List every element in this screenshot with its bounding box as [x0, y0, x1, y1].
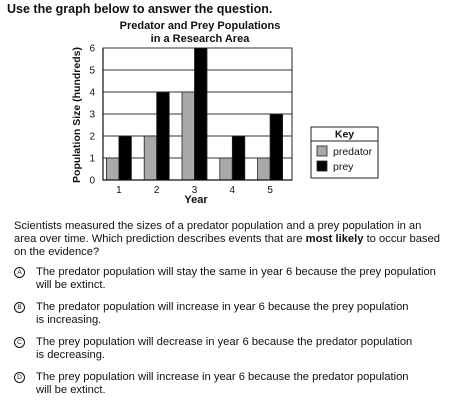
y-tick-label-3: 3 — [89, 110, 95, 121]
y-tick-label-2: 2 — [89, 132, 95, 143]
bar-chart: 0 1 2 3 4 5 6 1 2 3 4 5 Year Population Size (hundred… — [71, 44, 379, 206]
y-axis-title: Population Size (hundreds) — [71, 47, 83, 183]
chart-title-line-2: in a Research Area — [150, 33, 250, 45]
instruction-text: Use the graph below to answer the questi… — [7, 2, 273, 16]
legend-label-predator: predator — [333, 146, 373, 158]
question-text-start: Scientists measured the sizes of a preda… — [14, 220, 422, 245]
choice-c-bubble[interactable]: C — [14, 337, 25, 348]
choice-a-text: The predator population will stay the sa… — [36, 266, 444, 291]
bar-prey-year-2 — [156, 91, 170, 181]
bar-predator-year-4 — [219, 157, 233, 181]
x-tick-label-2: 2 — [154, 185, 160, 196]
answer-choice-c[interactable]: C The prey population will decrease in y… — [14, 336, 444, 361]
choice-b-text: The predator population will increase in… — [36, 301, 444, 326]
choice-d-bubble[interactable]: D — [14, 372, 25, 383]
bar-predator-year-3 — [181, 91, 195, 181]
choice-d-line-2: will be extinct. — [36, 383, 106, 396]
bar-predator-year-1 — [106, 157, 120, 181]
choice-b-bubble[interactable]: B — [14, 302, 25, 313]
choice-c-line-1: The prey population will decrease in yea… — [36, 336, 413, 348]
choice-a-line-1: The predator population will stay the sa… — [36, 266, 436, 278]
answer-choices: A The predator population will stay the … — [14, 266, 444, 406]
y-tick-label-6: 6 — [89, 44, 95, 55]
y-tick-label-4: 4 — [89, 88, 95, 99]
y-tick-label-1: 1 — [89, 154, 95, 165]
choice-a-bubble[interactable]: A — [14, 267, 25, 278]
question-text-end: to occur based on the evidence? — [14, 233, 440, 258]
bar-predator-year-5 — [257, 157, 271, 181]
bar-prey-year-1 — [118, 135, 132, 181]
x-axis-title: Year — [184, 194, 208, 206]
bar-prey-year-3 — [194, 47, 208, 181]
legend-swatch-prey — [316, 160, 328, 172]
answer-choice-d[interactable]: D The prey population will increase in y… — [14, 371, 444, 396]
choice-d-text: The prey population will increase in yea… — [36, 371, 444, 396]
answer-choice-a[interactable]: A The predator population will stay the … — [14, 266, 444, 291]
legend-swatch-predator — [316, 145, 328, 157]
x-tick-label-5: 5 — [267, 185, 273, 196]
x-tick-label-1: 1 — [116, 185, 122, 196]
question-text: Scientists measured the sizes of a preda… — [14, 220, 444, 259]
bar-predator-year-2 — [143, 135, 158, 181]
x-tick-label-4: 4 — [230, 185, 236, 196]
chart-title-line-1: Predator and Prey Populations — [119, 20, 281, 32]
bar-prey-year-4 — [231, 135, 246, 181]
x-tick-label-3: 3 — [192, 185, 198, 196]
answer-choice-b[interactable]: B The predator population will increase … — [14, 301, 444, 326]
choice-a-line-2: will be extinct. — [36, 278, 106, 291]
question-emphasis: most likely — [305, 233, 364, 245]
chart-title: Predator and Prey Populations in a Resea… — [100, 20, 300, 46]
legend-title: Key — [335, 129, 354, 141]
y-tick-label-0: 0 — [89, 176, 95, 187]
choice-d-line-1: The prey population will increase in yea… — [36, 371, 409, 383]
choice-b-line-2: is increasing. — [36, 313, 102, 326]
choice-b-line-1: The predator population will increase in… — [36, 301, 409, 313]
bar-prey-year-5 — [269, 113, 284, 181]
choice-c-line-2: is decreasing. — [36, 348, 106, 361]
y-tick-label-5: 5 — [89, 66, 95, 77]
legend-label-prey: prey — [333, 161, 354, 173]
choice-c-text: The prey population will decrease in yea… — [36, 336, 444, 361]
